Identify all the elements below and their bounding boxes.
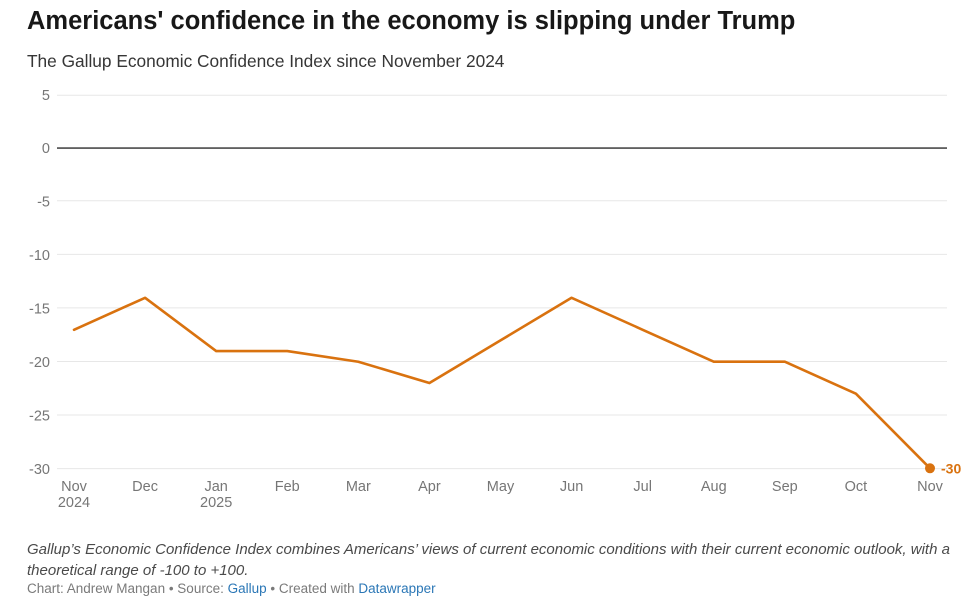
svg-text:Feb: Feb xyxy=(275,479,300,495)
svg-text:Jul: Jul xyxy=(633,479,652,495)
svg-text:-10: -10 xyxy=(29,248,50,264)
svg-text:-30: -30 xyxy=(941,460,961,476)
svg-text:5: 5 xyxy=(42,88,50,104)
svg-text:-15: -15 xyxy=(29,301,50,317)
svg-text:Dec: Dec xyxy=(132,479,158,495)
svg-text:Nov: Nov xyxy=(61,479,88,495)
svg-text:-30: -30 xyxy=(29,462,50,478)
svg-text:-25: -25 xyxy=(29,409,50,425)
svg-text:Apr: Apr xyxy=(418,479,441,495)
svg-text:Mar: Mar xyxy=(346,479,371,495)
svg-text:Nov: Nov xyxy=(917,479,944,495)
svg-text:2025: 2025 xyxy=(200,495,232,511)
svg-text:-20: -20 xyxy=(29,355,50,371)
svg-text:Oct: Oct xyxy=(845,479,868,495)
svg-text:May: May xyxy=(487,479,515,495)
svg-text:0: 0 xyxy=(42,141,50,157)
svg-text:Aug: Aug xyxy=(701,479,727,495)
svg-text:Jun: Jun xyxy=(560,479,583,495)
svg-text:Jan: Jan xyxy=(204,479,227,495)
svg-text:2024: 2024 xyxy=(58,495,90,511)
svg-text:-5: -5 xyxy=(37,194,50,210)
svg-text:Sep: Sep xyxy=(772,479,798,495)
